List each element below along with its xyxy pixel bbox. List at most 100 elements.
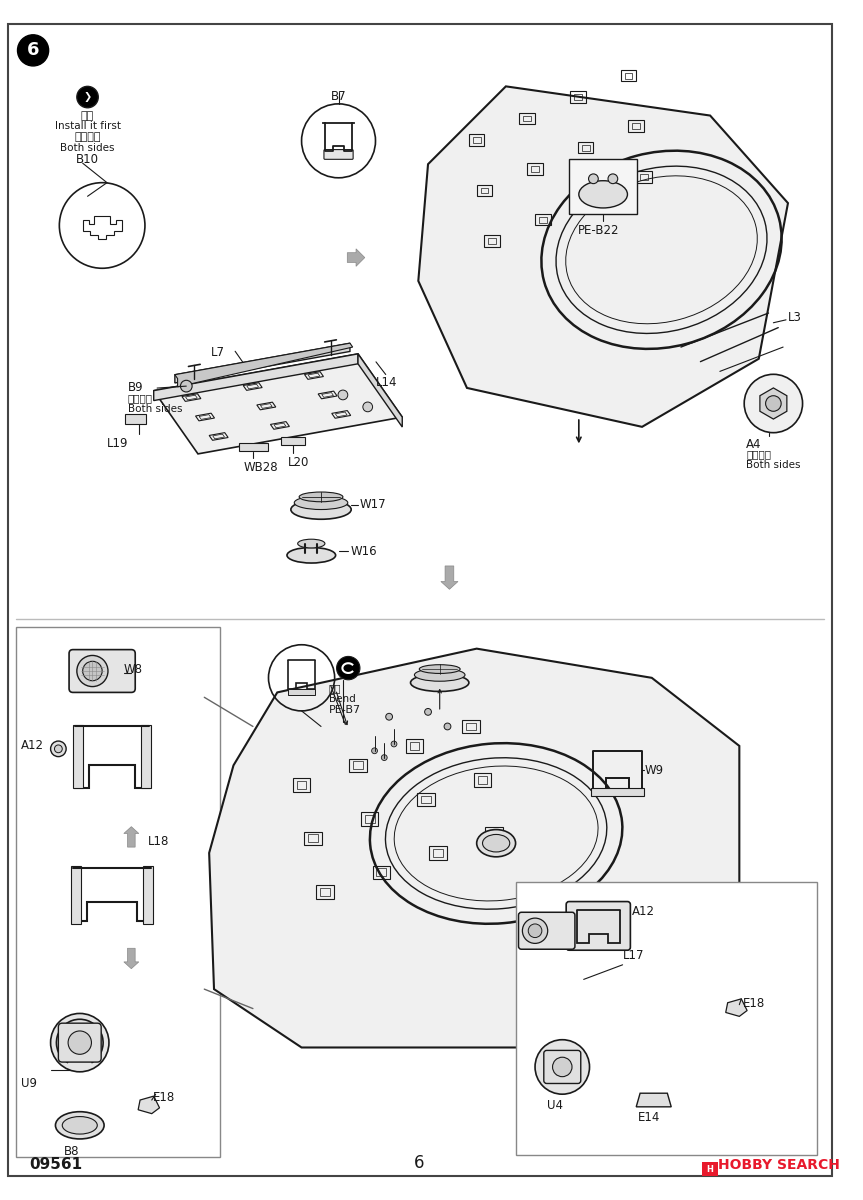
Text: W8: W8 bbox=[123, 664, 142, 677]
Ellipse shape bbox=[294, 496, 348, 510]
Circle shape bbox=[54, 745, 62, 752]
Text: 対側相同: 対側相同 bbox=[746, 449, 772, 460]
Polygon shape bbox=[419, 86, 788, 427]
Text: W17: W17 bbox=[360, 498, 387, 511]
Text: B7: B7 bbox=[331, 90, 346, 103]
Circle shape bbox=[391, 742, 397, 746]
Text: A12: A12 bbox=[22, 739, 44, 752]
Circle shape bbox=[77, 86, 98, 108]
Text: L20: L20 bbox=[288, 456, 310, 469]
FancyBboxPatch shape bbox=[59, 1024, 101, 1062]
Bar bbox=[569, 160, 637, 214]
Text: Both sides: Both sides bbox=[128, 403, 182, 414]
Circle shape bbox=[362, 402, 373, 412]
Ellipse shape bbox=[579, 181, 627, 208]
Bar bbox=[238, 443, 268, 450]
Polygon shape bbox=[154, 354, 358, 401]
Circle shape bbox=[17, 35, 48, 66]
Text: B8: B8 bbox=[64, 1145, 79, 1158]
Ellipse shape bbox=[482, 834, 510, 852]
Text: 弯曲: 弯曲 bbox=[329, 684, 341, 694]
Polygon shape bbox=[441, 566, 458, 589]
Text: 6: 6 bbox=[27, 41, 40, 59]
Ellipse shape bbox=[298, 539, 324, 548]
Polygon shape bbox=[138, 1096, 160, 1114]
Text: B9: B9 bbox=[128, 382, 143, 395]
Text: L18: L18 bbox=[148, 835, 169, 847]
Bar bbox=[141, 725, 151, 787]
Bar bbox=[125, 414, 147, 425]
Text: B10: B10 bbox=[76, 154, 99, 167]
Text: W9: W9 bbox=[645, 763, 665, 776]
Text: PE-B22: PE-B22 bbox=[577, 223, 619, 236]
Circle shape bbox=[83, 661, 102, 680]
Bar bbox=[591, 787, 644, 796]
Text: 対側相同: 対側相同 bbox=[128, 392, 153, 403]
Circle shape bbox=[381, 755, 387, 761]
Polygon shape bbox=[154, 354, 402, 454]
Polygon shape bbox=[209, 649, 740, 1048]
Text: Both sides: Both sides bbox=[746, 460, 801, 470]
Bar bbox=[281, 437, 305, 445]
FancyBboxPatch shape bbox=[702, 1163, 718, 1176]
Polygon shape bbox=[726, 998, 747, 1016]
Text: E14: E14 bbox=[638, 1111, 660, 1123]
Ellipse shape bbox=[411, 674, 469, 691]
Bar bbox=[143, 865, 153, 924]
Text: 対側相同: 対側相同 bbox=[74, 132, 101, 142]
Text: HOBBY SEARCH: HOBBY SEARCH bbox=[718, 1158, 840, 1172]
Text: U4: U4 bbox=[546, 1099, 563, 1112]
Circle shape bbox=[589, 174, 598, 184]
Circle shape bbox=[535, 1039, 589, 1094]
Ellipse shape bbox=[476, 829, 515, 857]
Circle shape bbox=[444, 724, 450, 730]
Text: U9: U9 bbox=[22, 1076, 37, 1090]
FancyBboxPatch shape bbox=[544, 1050, 581, 1084]
Text: Bend: Bend bbox=[329, 695, 356, 704]
Text: A12: A12 bbox=[633, 905, 655, 918]
Ellipse shape bbox=[414, 668, 465, 682]
Text: L14: L14 bbox=[376, 377, 398, 390]
Text: 先装: 先装 bbox=[81, 110, 94, 121]
Text: L19: L19 bbox=[106, 437, 128, 450]
Circle shape bbox=[180, 380, 192, 392]
Bar bbox=[16, 628, 220, 1158]
Text: PE-B7: PE-B7 bbox=[329, 706, 361, 715]
Circle shape bbox=[425, 708, 432, 715]
Ellipse shape bbox=[287, 547, 336, 563]
Circle shape bbox=[528, 924, 542, 937]
Text: L17: L17 bbox=[622, 949, 644, 962]
Circle shape bbox=[522, 918, 548, 943]
Circle shape bbox=[51, 1014, 109, 1072]
Text: 09561: 09561 bbox=[29, 1157, 82, 1172]
Circle shape bbox=[337, 656, 360, 679]
Bar bbox=[73, 725, 83, 787]
Circle shape bbox=[744, 374, 803, 433]
Text: Both sides: Both sides bbox=[60, 143, 115, 152]
Circle shape bbox=[765, 396, 781, 412]
Text: ❯: ❯ bbox=[84, 92, 91, 102]
Polygon shape bbox=[123, 827, 139, 847]
Circle shape bbox=[372, 748, 377, 754]
FancyBboxPatch shape bbox=[324, 150, 353, 160]
Text: Install it first: Install it first bbox=[54, 121, 121, 131]
Text: L7: L7 bbox=[211, 347, 224, 359]
Polygon shape bbox=[175, 343, 353, 386]
Polygon shape bbox=[636, 1093, 671, 1106]
Text: H: H bbox=[707, 1164, 714, 1174]
Text: E18: E18 bbox=[743, 997, 765, 1010]
Ellipse shape bbox=[299, 492, 343, 502]
Circle shape bbox=[68, 1031, 91, 1055]
Circle shape bbox=[608, 174, 618, 184]
Ellipse shape bbox=[291, 500, 351, 520]
Text: WB28: WB28 bbox=[243, 461, 278, 474]
Text: W16: W16 bbox=[350, 545, 377, 558]
Ellipse shape bbox=[419, 665, 460, 673]
Bar bbox=[515, 882, 817, 1154]
Bar bbox=[71, 865, 81, 924]
Ellipse shape bbox=[62, 1116, 98, 1134]
Circle shape bbox=[77, 655, 108, 686]
Circle shape bbox=[338, 390, 348, 400]
Text: A4: A4 bbox=[746, 438, 762, 450]
FancyBboxPatch shape bbox=[519, 912, 575, 949]
